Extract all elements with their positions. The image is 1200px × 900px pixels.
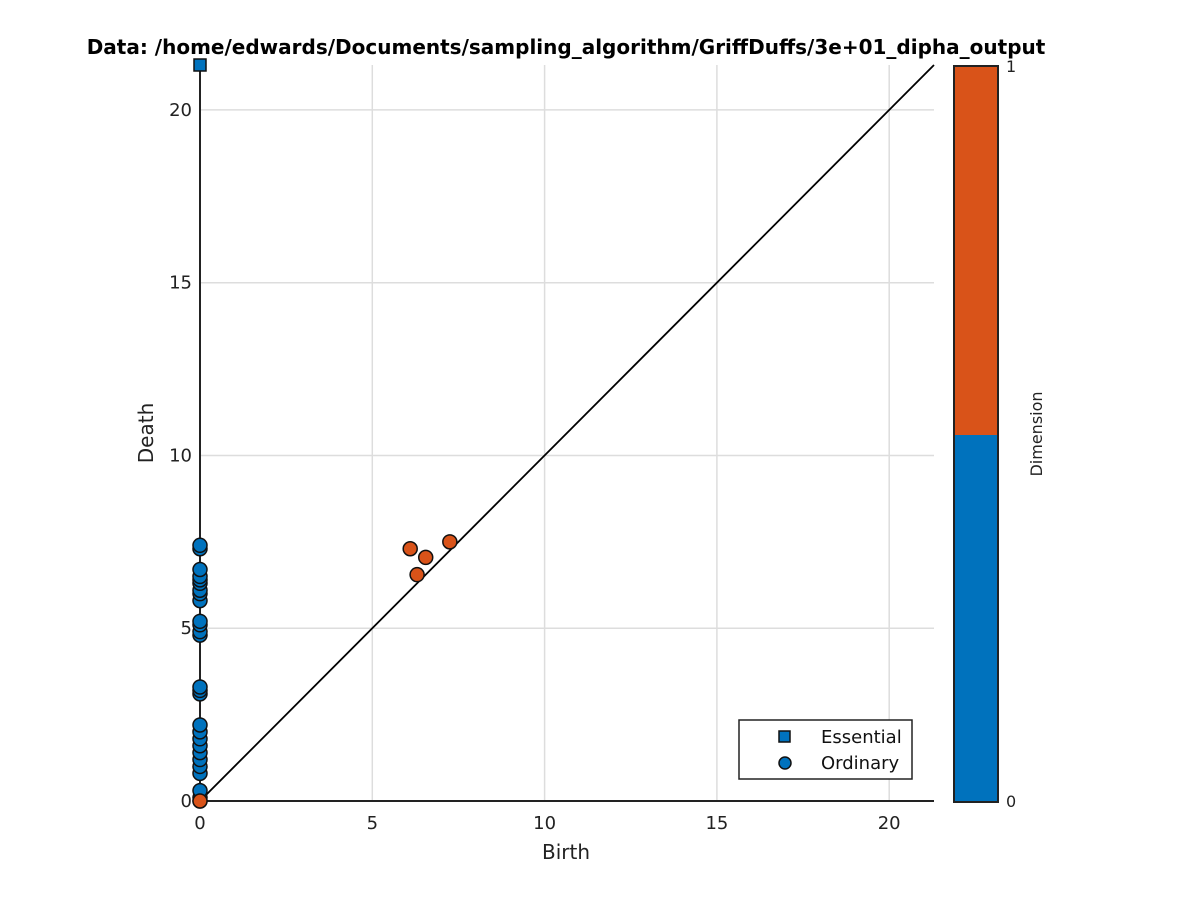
legend-ordinary-marker [778,756,792,770]
y-axis-label: Death [134,403,158,463]
colorbar-min-label: 0 [1006,792,1016,811]
ordinary-point [442,534,458,550]
ordinary-point [409,566,425,583]
legend-box [738,719,913,780]
y-tick-labels: 0 5 10 15 20 [169,100,192,812]
chart-title: Data: /home/edwards/Documents/sampling_a… [87,35,1046,59]
y-tick-label: 20 [169,100,192,121]
y-tick-label: 5 [181,618,192,639]
x-tick-label: 0 [194,813,205,834]
data-points [192,58,458,809]
ordinary-point [192,717,208,733]
colorbar-max-label: 1 [1006,57,1016,76]
x-tick-labels: 0 5 10 15 20 [194,813,900,834]
y-tick-label: 15 [169,273,192,294]
legend-ordinary-label: Ordinary [821,753,900,774]
ordinary-point [192,537,208,554]
legend-essential-marker [778,730,791,743]
ordinary-point [192,793,208,809]
colorbar-frame [953,65,999,803]
x-tick-label: 15 [705,813,728,834]
colorbar-dimension-0 [954,435,998,802]
x-axis-label: Birth [542,840,590,864]
colorbar-dimension-1 [954,66,998,435]
ordinary-point [192,561,208,578]
x-tick-label: 5 [367,813,378,834]
diagonal-line-mark [199,64,935,802]
y-tick-label: 10 [169,445,192,466]
axes [199,65,934,802]
legend: Essential Ordinary [738,719,913,780]
essential-point [193,58,207,72]
ordinary-point [417,549,434,566]
grid-lines [200,65,934,801]
ordinary-point [192,679,208,695]
legend-essential-label: Essential [821,727,902,748]
x-tick-label: 10 [533,813,556,834]
ordinary-point [402,541,418,557]
ordinary-point [192,613,208,630]
diagonal-line [199,64,935,802]
colorbar: 1 0 Dimension [953,57,1046,811]
y-tick-label: 0 [181,791,192,812]
x-tick-label: 20 [878,813,901,834]
colorbar-label: Dimension [1027,391,1046,476]
